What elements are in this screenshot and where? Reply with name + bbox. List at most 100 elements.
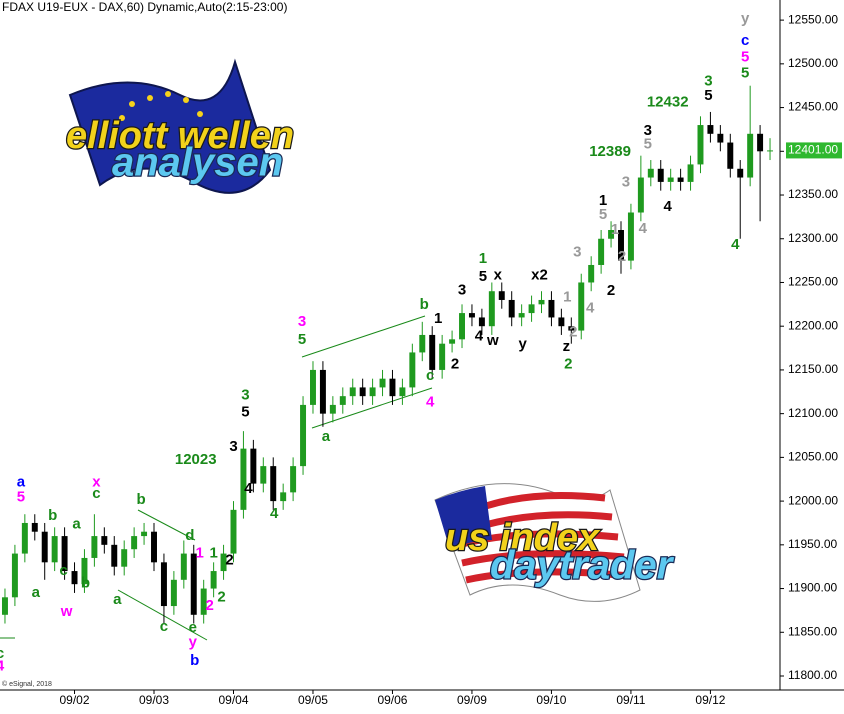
y-tick-label: 12150.00	[788, 362, 838, 376]
candle-body	[160, 562, 167, 607]
candle-body	[468, 313, 475, 318]
wave-label: 5	[741, 64, 749, 81]
candle-body	[71, 571, 78, 585]
wave-label: 5	[704, 87, 712, 104]
wave-label: 4	[586, 300, 595, 317]
wave-label: c	[0, 645, 4, 662]
wave-label: 12023	[175, 451, 217, 468]
x-tick-label: 09/03	[139, 693, 169, 707]
wave-label: 4	[426, 393, 435, 410]
candle-body	[727, 142, 734, 169]
candle-body	[21, 522, 28, 554]
candle-body	[141, 531, 148, 537]
candle-body	[429, 334, 436, 370]
wave-label: c	[426, 367, 434, 384]
y-tick-label: 12450.00	[788, 100, 838, 114]
wave-label: c	[59, 562, 67, 579]
candle-body	[379, 378, 386, 388]
y-tick-label: 11950.00	[788, 537, 837, 551]
candle-body	[111, 544, 118, 567]
candle-body	[290, 466, 297, 493]
wave-label: b	[137, 491, 146, 508]
candle-body	[250, 448, 257, 484]
candle-body	[359, 387, 366, 397]
wave-label: 4	[639, 220, 648, 237]
wave-label: b	[420, 296, 429, 313]
candle-body	[439, 343, 446, 370]
candle-body	[518, 313, 525, 318]
wave-label: 4	[270, 505, 279, 522]
wave-label: d	[185, 527, 194, 544]
wave-label: 2	[225, 552, 233, 569]
candle-body	[498, 291, 505, 300]
candle-body	[697, 125, 704, 165]
y-tick-label: 11850.00	[788, 624, 837, 638]
candle-body	[131, 536, 138, 550]
wave-label: 5	[644, 135, 652, 152]
wave-label: 5	[741, 49, 749, 66]
candle-body	[280, 492, 287, 502]
y-tick-label: 12550.00	[788, 12, 838, 26]
logo-us: us index daytrader	[434, 483, 676, 602]
candle-body	[220, 553, 227, 572]
wave-label: 5	[241, 404, 249, 421]
candle-body	[151, 531, 157, 563]
candle-body	[568, 326, 575, 331]
last-price-label: 12401.00	[788, 143, 838, 157]
wave-label: 3	[241, 386, 249, 403]
wave-label: c	[741, 32, 749, 49]
candle-body	[478, 317, 485, 327]
wave-label: y	[189, 634, 198, 651]
y-tick-label: 12050.00	[788, 450, 838, 464]
candle-body	[627, 212, 634, 261]
x-tick-label: 09/10	[536, 693, 566, 707]
candle-body	[737, 168, 744, 178]
wave-label: 1	[563, 288, 571, 305]
candle-body	[399, 387, 406, 397]
y-tick-label: 12000.00	[788, 493, 838, 507]
candle-body	[369, 387, 376, 397]
candle-body	[230, 509, 237, 554]
wave-label: 12389	[589, 143, 631, 160]
wave-label: 1	[599, 192, 607, 209]
wave-label: 5	[298, 331, 306, 348]
candle-body	[170, 579, 177, 607]
candle-body	[757, 133, 764, 152]
candle-body	[747, 133, 754, 178]
wave-label: 2	[569, 323, 577, 340]
wave-label: 3	[622, 174, 630, 191]
us-canton	[435, 486, 492, 550]
wave-label: b	[190, 652, 199, 669]
candle-body	[101, 536, 108, 545]
wave-label: c	[160, 618, 168, 635]
wave-label: 3	[644, 122, 652, 139]
candle-body	[389, 378, 396, 397]
wave-label: 2	[607, 282, 615, 299]
wave-label: 4	[664, 198, 673, 215]
candle-body	[657, 168, 664, 182]
candle-body	[329, 404, 336, 414]
y-tick-label: 11800.00	[788, 668, 837, 682]
candle-body	[687, 164, 694, 182]
eu-flag	[68, 58, 272, 194]
candle-body	[419, 334, 426, 353]
candle-body	[260, 466, 267, 484]
candle-body	[240, 448, 247, 510]
candle-body	[647, 168, 654, 178]
wave-label: 1	[434, 310, 442, 327]
wave-label: 5	[17, 489, 25, 506]
wave-label: 1	[479, 250, 487, 267]
wave-label: 4	[244, 480, 253, 497]
wave-label: 4	[0, 657, 5, 674]
wave-label: a	[322, 428, 331, 445]
wave-label: c	[92, 485, 100, 502]
y-tick-label: 12100.00	[788, 406, 838, 420]
wave-label: x	[494, 266, 503, 283]
wave-label: 5	[599, 206, 607, 223]
candle-body	[488, 291, 495, 327]
wave-label: 1	[196, 545, 204, 562]
candle-body	[667, 177, 674, 182]
y-tick-label: 12500.00	[788, 56, 838, 70]
wave-label: 12432	[647, 93, 689, 110]
